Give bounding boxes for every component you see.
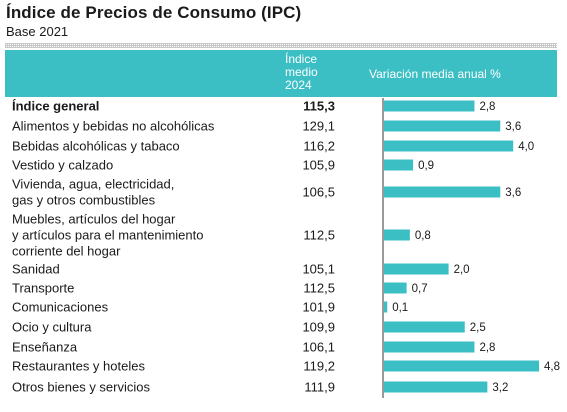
variation-value-label: 0,1 <box>392 302 408 314</box>
index-value: 105,1 <box>302 262 335 277</box>
variation-bar <box>384 282 407 294</box>
chart-title: Índice de Precios de Consumo (IPC) <box>6 3 302 22</box>
table-header: Índice medio 2024 Variación media anual … <box>5 50 557 97</box>
category-label: Vestido y calzado <box>12 158 113 173</box>
variation-value-label: 0,8 <box>415 230 431 242</box>
category-label: Alimentos y bebidas no alcohólicas <box>12 119 215 134</box>
variation-value-label: 3,2 <box>492 382 508 394</box>
category-label: corriente del hogar <box>12 244 121 259</box>
category-label: Enseñanza <box>12 340 78 355</box>
category-label: Transporte <box>12 281 74 296</box>
variation-bar <box>384 301 388 313</box>
category-label: gas y otros combustibles <box>12 193 156 208</box>
variation-value-label: 2,0 <box>454 264 470 276</box>
variation-bar <box>384 100 475 112</box>
variation-bar <box>384 321 465 333</box>
category-label: Índice general <box>12 99 99 114</box>
variation-value-label: 3,6 <box>505 187 521 199</box>
variation-bar <box>384 140 514 152</box>
variation-value-label: 3,6 <box>505 121 521 133</box>
variation-bar <box>384 263 449 275</box>
variation-value-label: 2,8 <box>479 342 495 354</box>
variation-column-header: Variación media anual % <box>369 67 501 81</box>
category-label: Sanidad <box>12 262 60 277</box>
category-label: Ocio y cultura <box>12 320 92 335</box>
variation-value-label: 0,7 <box>412 283 428 295</box>
variation-value-label: 0,9 <box>418 160 434 172</box>
index-value: 106,5 <box>302 185 335 200</box>
title-rule <box>5 43 557 48</box>
category-label: Muebles, artículos del hogar <box>12 212 176 227</box>
index-value: 119,2 <box>303 359 335 374</box>
index-value: 109,9 <box>302 320 335 335</box>
category-label: Bebidas alcohólicas y tabaco <box>12 139 180 154</box>
variation-value-label: 4,0 <box>518 141 534 153</box>
variation-bar <box>384 159 414 171</box>
category-label: y artículos para el mantenimiento <box>12 228 203 243</box>
category-label: Comunicaciones <box>12 300 109 315</box>
index-value: 115,3 <box>303 99 335 114</box>
variation-bar <box>384 381 488 393</box>
chart-subtitle: Base 2021 <box>6 24 69 39</box>
index-value: 112,5 <box>303 228 335 243</box>
category-label: Vivienda, agua, electricidad, <box>12 177 174 192</box>
variation-bar <box>384 229 410 241</box>
variation-value-label: 2,8 <box>479 101 495 113</box>
variation-bar <box>384 360 540 372</box>
index-column-header: Índice medio 2024 <box>285 52 318 92</box>
index-value: 112,5 <box>303 281 335 296</box>
index-value: 116,2 <box>303 139 335 154</box>
index-value: 129,1 <box>302 119 335 134</box>
category-label: Restaurantes y hoteles <box>12 359 145 374</box>
variation-value-label: 2,5 <box>470 322 486 334</box>
category-label: Otros bienes y servicios <box>12 380 150 395</box>
index-value: 106,1 <box>302 340 335 355</box>
variation-bar <box>384 341 475 353</box>
variation-bar <box>384 186 501 198</box>
variation-value-label: 4,8 <box>544 361 560 373</box>
variation-bar <box>384 120 501 132</box>
index-value: 111,9 <box>304 380 335 395</box>
index-value: 101,9 <box>302 300 335 315</box>
index-value: 105,9 <box>302 158 335 173</box>
